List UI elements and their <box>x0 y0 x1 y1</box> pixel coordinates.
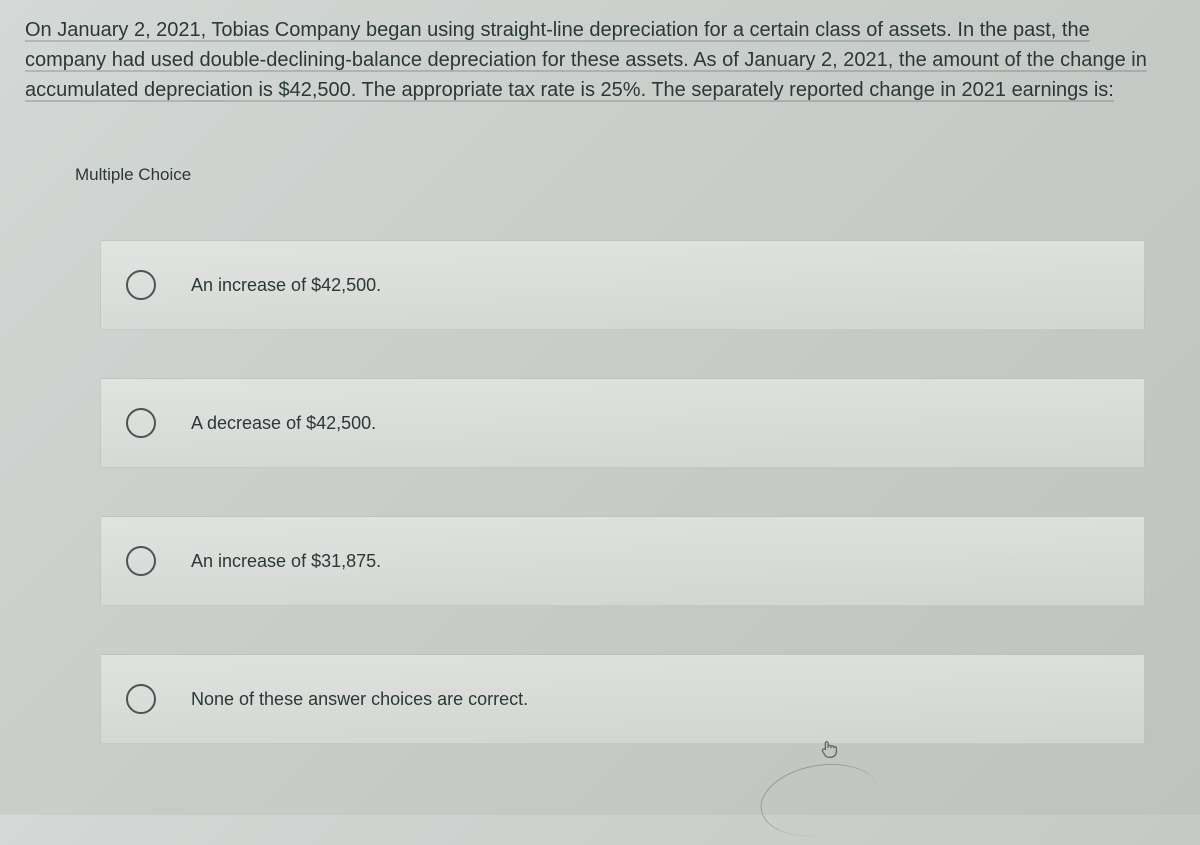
question-text: On January 2, 2021, Tobias Company began… <box>25 15 1175 105</box>
option-label: None of these answer choices are correct… <box>191 689 528 710</box>
cursor-icon <box>818 738 840 760</box>
radio-button[interactable] <box>126 684 156 714</box>
radio-button[interactable] <box>126 408 156 438</box>
radio-button[interactable] <box>126 546 156 576</box>
option-row[interactable]: An increase of $42,500. <box>100 240 1145 330</box>
option-row[interactable]: None of these answer choices are correct… <box>100 654 1145 744</box>
decorative-curve <box>755 755 885 845</box>
options-container: An increase of $42,500. A decrease of $4… <box>100 240 1145 744</box>
option-label: An increase of $31,875. <box>191 551 381 572</box>
radio-button[interactable] <box>126 270 156 300</box>
option-row[interactable]: An increase of $31,875. <box>100 516 1145 606</box>
option-label: An increase of $42,500. <box>191 275 381 296</box>
option-row[interactable]: A decrease of $42,500. <box>100 378 1145 468</box>
multiple-choice-label: Multiple Choice <box>75 165 1175 185</box>
option-label: A decrease of $42,500. <box>191 413 376 434</box>
